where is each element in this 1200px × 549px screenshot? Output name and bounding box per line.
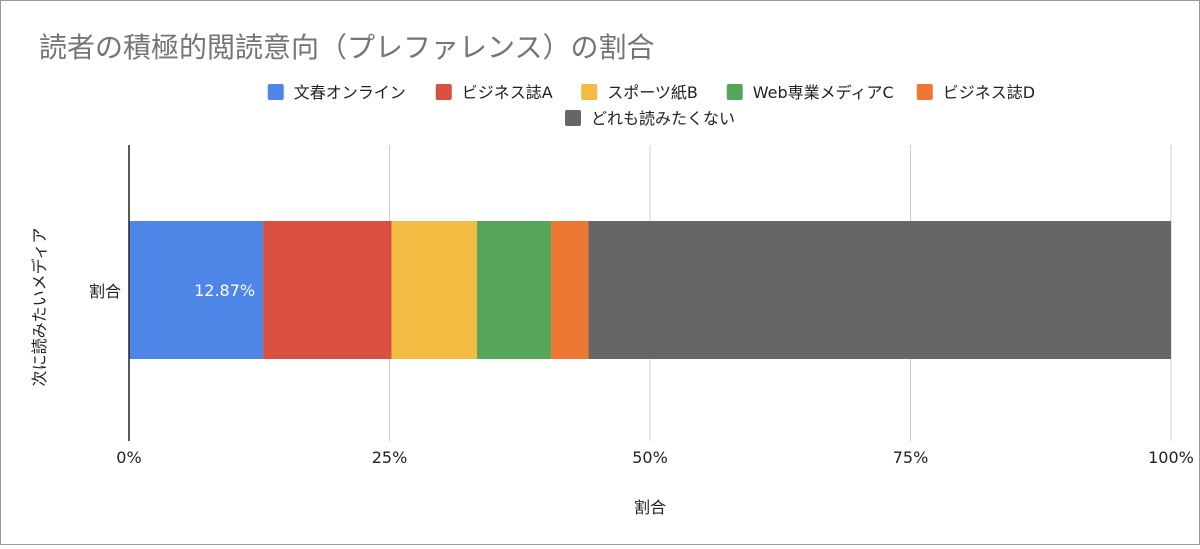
legend-item-5: ビジネス誌D	[916, 83, 1035, 102]
legend-label: ビジネス誌A	[462, 83, 553, 102]
x-tick-label: 100%	[1148, 448, 1194, 467]
legend-label: ビジネス誌D	[943, 83, 1035, 102]
category-label: 割合	[89, 282, 121, 301]
x-axis-title: 割合	[634, 498, 666, 517]
x-tick-label: 0%	[116, 448, 141, 467]
legend-item-2: ビジネス誌A	[435, 83, 553, 102]
y-axis-title: 次に読みたいメディア	[30, 228, 49, 387]
x-tick-label: 50%	[632, 448, 668, 467]
x-tick-labels: 0% 25% 50% 75% 100%	[116, 448, 1194, 467]
legend: 文春オンライン ビジネス誌A スポーツ紙B Web専業メディアC ビジネス誌D どれも読み…	[267, 83, 1035, 128]
bar-segment-5	[551, 221, 589, 359]
bars: 12.87%	[129, 221, 1171, 359]
legend-swatch	[435, 84, 452, 100]
legend-item-6: どれも読みたくない	[565, 109, 735, 128]
legend-swatch	[726, 84, 743, 100]
x-tick-label: 25%	[372, 448, 408, 467]
bar-segment-3	[391, 221, 478, 359]
bar-segment-6	[588, 221, 1171, 359]
bar-segment-2	[263, 221, 392, 359]
legend-swatch	[916, 84, 933, 100]
legend-label: スポーツ紙B	[607, 83, 698, 102]
bar-segment-4	[477, 221, 552, 359]
chart-title: 読者の積極的閲読意向（プレファレンス）の割合	[39, 31, 654, 64]
legend-swatch	[581, 84, 598, 100]
legend-label: 文春オンライン	[294, 83, 406, 102]
bar-segment-1	[129, 221, 264, 359]
legend-item-3: スポーツ紙B	[581, 83, 698, 102]
legend-label: どれも読みたくない	[591, 109, 735, 128]
legend-item-4: Web専業メディアC	[726, 83, 894, 102]
legend-item-1: 文春オンライン	[267, 83, 406, 102]
legend-label: Web専業メディアC	[753, 83, 894, 102]
legend-swatch	[565, 110, 581, 126]
data-label: 12.87%	[194, 281, 255, 300]
x-tick-label: 75%	[893, 448, 929, 467]
legend-swatch	[267, 84, 284, 100]
